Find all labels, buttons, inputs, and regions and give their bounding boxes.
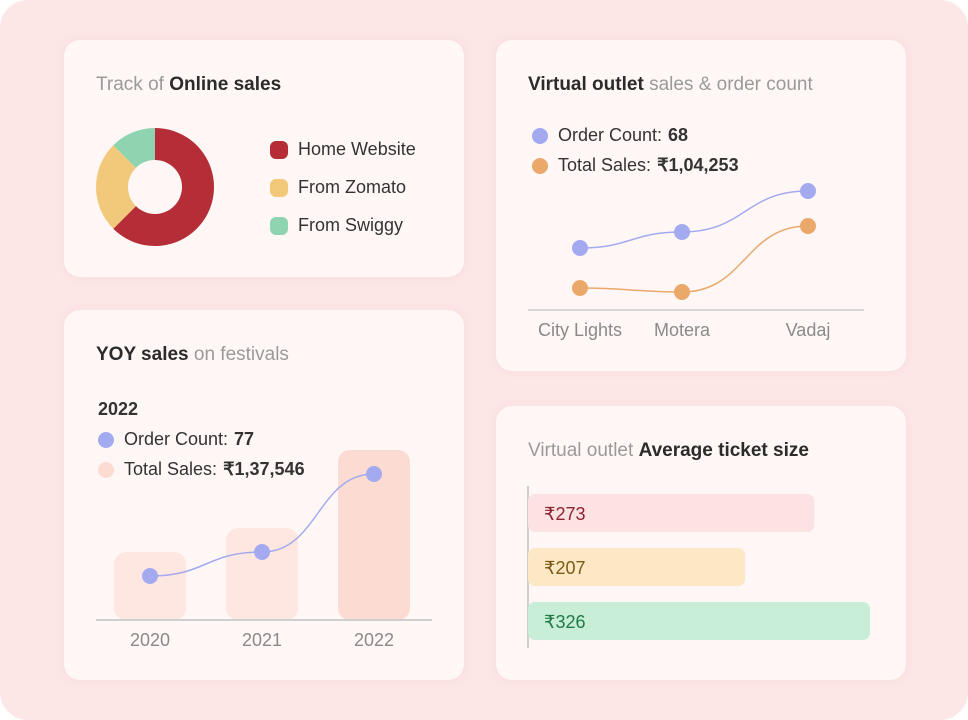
online-sales-card: Track of Online sales Home Website From Z… [64,40,464,277]
series-line-order-count [579,190,809,249]
legend-dot [98,431,114,448]
donut-slice-from-zomato [96,145,136,229]
legend-label: Total Sales: [124,459,218,479]
legend-total-sales: Total Sales: ₹1,37,546 [98,459,305,480]
legend-label: Order Count: [124,429,229,449]
legend-swatch [270,178,288,197]
data-point [674,224,690,240]
legend-order-count: Order Count: 77 [98,429,254,450]
title-bold: Virtual outlet [528,74,644,95]
bar-base-mask [104,620,434,632]
bar-value-label: ₹326 [544,612,585,632]
title-light: Track of [96,74,164,95]
bar-2020 [114,552,186,620]
title-light: on festivals [193,344,289,365]
data-point [366,466,382,482]
bar-2022 [338,450,410,620]
legend-value: ₹1,04,253 [657,155,739,175]
data-point [572,280,588,296]
card-title: Virtual outlet sales & order count [528,74,813,96]
legend-dot [532,127,548,144]
x-tick-label: City Lights [538,320,622,340]
legend-dot [98,461,114,478]
title-bold: Online sales [169,74,282,95]
legend-label: From Swiggy [298,215,404,235]
legend-value: ₹1,37,546 [223,459,305,479]
legend-value: 77 [234,429,255,449]
x-tick-label: 2020 [130,630,170,650]
donut-slice-home-website [113,128,214,247]
series-line-total-sales [579,225,809,293]
x-tick-label: 2022 [354,630,394,650]
legend-dot [532,157,548,174]
legend-swatch [270,216,288,235]
card-title: Virtual outlet Average ticket size [528,440,809,462]
legend-swatch [270,140,288,159]
data-point [572,240,588,256]
donut-slice-from-swiggy [113,128,155,168]
data-point [142,568,158,584]
bar-value-label: ₹207 [544,558,585,578]
legend-total-sales: Total Sales: ₹1,04,253 [532,155,739,176]
data-point [800,183,816,199]
data-point [800,218,816,234]
title-light: Virtual outlet [528,440,634,461]
card-title: YOY sales on festivals [96,344,289,366]
card-title: Track of Online sales [96,74,281,96]
bar-2021 [226,528,298,620]
year-label: 2022 [98,399,139,419]
x-tick-label: Motera [654,320,711,340]
bar [528,548,746,586]
legend-item: From Swiggy [270,215,403,236]
legend-item: From Zomato [270,177,406,198]
legend-label: Order Count: [558,125,663,145]
x-tick-label: Vadaj [786,320,831,340]
legend-label: Total Sales: [558,155,652,175]
yoy-sales-card: YOY sales on festivals 2022 Order Count:… [64,310,464,680]
title-bold: Average ticket size [638,440,809,461]
data-point [674,284,690,300]
bar [528,494,815,532]
legend-item: Home Website [270,139,416,160]
legend-label: Home Website [298,139,416,159]
line-chart: City Lights Motera Vadaj [528,183,864,340]
x-tick-label: 2021 [242,630,282,650]
donut-chart [96,128,214,247]
legend-order-count: Order Count: 68 [532,125,688,146]
bar [528,602,870,640]
data-point [254,544,270,560]
virtual-outlet-card: Virtual outlet sales & order count Order… [496,40,906,371]
title-light: sales & order count [649,74,813,95]
bar-value-label: ₹273 [544,504,585,524]
legend-value: 68 [668,125,689,145]
title-bold: YOY sales [96,344,189,365]
horizontal-bar-chart: ₹273 ₹207 ₹326 [527,486,870,648]
bar-line-chart: 2020 2021 2022 [96,450,434,650]
ticket-size-card: Virtual outlet Average ticket size ₹273 ₹… [496,406,906,680]
legend-label: From Zomato [298,177,407,197]
